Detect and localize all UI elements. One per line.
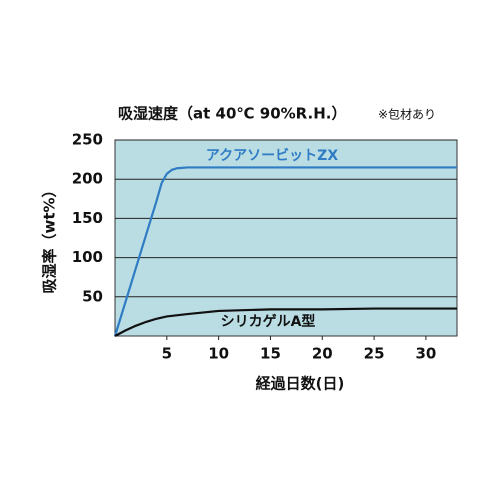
x-tick-label: 5 <box>162 345 172 363</box>
y-tick-label: 200 <box>72 170 103 188</box>
chart-title: 吸湿速度（at 40℃ 90%R.H.） <box>118 105 346 123</box>
x-tick-label: 10 <box>208 345 229 363</box>
plot-area <box>114 139 458 337</box>
y-tick-label: 100 <box>72 248 103 266</box>
x-tick-label: 15 <box>260 345 281 363</box>
series-line <box>114 307 457 337</box>
y-tick-label: 250 <box>72 131 103 149</box>
series-label: シリカゲルA型 <box>221 313 316 330</box>
x-tick-label: 30 <box>415 345 436 363</box>
series-label: アクアソービットZX <box>206 148 338 164</box>
y-tick-label: 150 <box>72 209 103 227</box>
y-axis-label: 吸湿率（wt%） <box>41 182 59 293</box>
chart-note: ※包材あり <box>378 108 436 122</box>
x-tick-label: 20 <box>312 345 333 363</box>
x-tick-label: 25 <box>364 345 385 363</box>
y-tick-label: 50 <box>82 287 103 305</box>
x-axis-label: 経過日数(日) <box>256 375 345 393</box>
series-line <box>113 166 457 337</box>
